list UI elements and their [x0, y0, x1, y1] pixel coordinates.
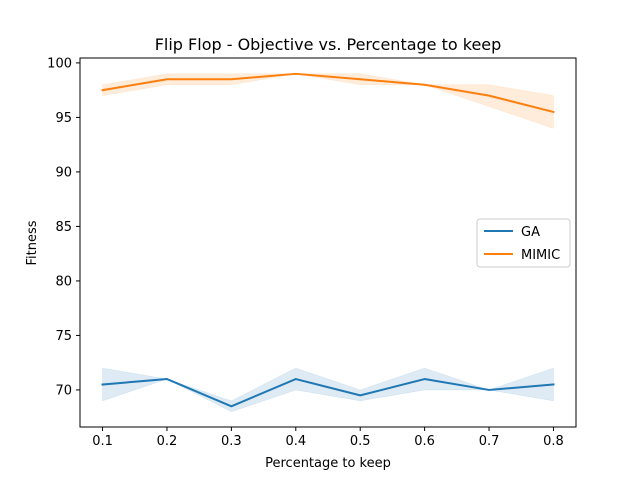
- data-point-mimic: [166, 78, 168, 80]
- data-point-mimic: [295, 73, 297, 75]
- y-axis-label: Fitness: [25, 220, 40, 265]
- data-point-mimic: [230, 78, 232, 80]
- x-tick-label: 0.3: [221, 434, 242, 449]
- data-point-mimic: [102, 89, 104, 91]
- band-ga: [102, 367, 554, 413]
- series-line-ga: [101, 378, 555, 408]
- y-tick-label: 95: [55, 111, 72, 126]
- x-tick-label: 0.7: [479, 434, 500, 449]
- data-point-ga: [424, 378, 426, 380]
- plot-frame: [79, 57, 577, 428]
- data-point-mimic: [488, 95, 490, 97]
- data-point-ga: [102, 383, 104, 385]
- data-point-ga: [359, 394, 361, 396]
- data-point-ga: [552, 383, 554, 385]
- series-line-mimic: [101, 72, 555, 114]
- series-lines: [101, 72, 555, 408]
- data-point-ga: [166, 378, 168, 380]
- data-point-mimic: [359, 78, 361, 80]
- y-tick-label: 80: [55, 274, 72, 289]
- y-tick-label: 70: [55, 383, 72, 398]
- chart-title: Flip Flop - Objective vs. Percentage to …: [155, 35, 502, 54]
- y-tick-label: 90: [55, 165, 72, 180]
- data-point-mimic: [424, 84, 426, 86]
- x-tick-label: 0.6: [414, 434, 435, 449]
- legend-label-mimic: MIMIC: [521, 248, 560, 263]
- x-tick-label: 0.1: [92, 434, 113, 449]
- data-point-ga: [230, 405, 232, 407]
- y-tick-label: 85: [55, 220, 72, 235]
- data-point-ga: [488, 389, 490, 391]
- x-tick-label: 0.4: [285, 434, 306, 449]
- x-tick-label: 0.8: [543, 434, 564, 449]
- x-axis-label: Percentage to keep: [265, 456, 391, 471]
- x-tick-label: 0.2: [157, 434, 178, 449]
- y-axis-ticks: 70 75 80 85 90 95 100: [47, 56, 80, 398]
- data-point-mimic: [552, 111, 554, 113]
- y-tick-label: 100: [47, 56, 72, 71]
- x-axis-ticks: 0.1 0.2 0.3 0.4 0.5 0.6 0.7 0.8: [92, 427, 564, 449]
- legend-label-ga: GA: [521, 225, 540, 240]
- x-tick-label: 0.5: [350, 434, 371, 449]
- data-point-ga: [295, 378, 297, 380]
- y-tick-label: 75: [55, 329, 72, 344]
- legend: GA MIMIC: [476, 218, 571, 268]
